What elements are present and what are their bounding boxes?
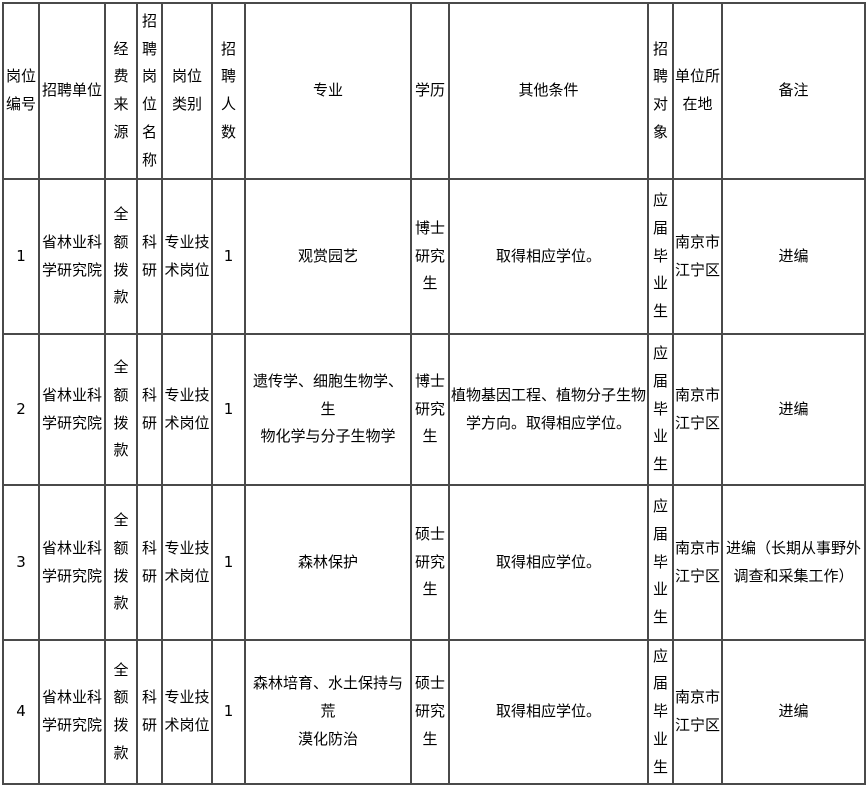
header-funding-source: 经费 来源 [104,2,138,180]
header-post-number: 岗位 编号 [2,2,40,180]
header-recruit-target: 招 聘 对 象 [647,2,674,180]
table-row: 3 省林业科 学研究院 全额 拨款 科 研 专业技 术岗位 1 森林保护 硕士 … [2,484,866,641]
cell-headcount: 1 [211,333,246,486]
cell-post-number: 4 [2,639,40,785]
cell-education: 硕士 研究 生 [410,639,450,785]
table-row: 1 省林业科 学研究院 全额 拨款 科 研 专业技 术岗位 1 观赏园艺 博士 … [2,178,866,335]
cell-funding-source: 全额 拨款 [104,639,138,785]
cell-post-name: 科 研 [136,484,163,641]
cell-headcount: 1 [211,178,246,335]
cell-remarks: 进编 [721,639,866,785]
cell-recruit-target: 应 届 毕 业 生 [647,639,674,785]
cell-major: 森林保护 [244,484,412,641]
cell-recruiting-unit: 省林业科 学研究院 [38,178,106,335]
cell-post-name: 科 研 [136,333,163,486]
header-unit-location: 单位所 在地 [672,2,723,180]
cell-post-number: 2 [2,333,40,486]
cell-other-requirements: 取得相应学位。 [448,639,649,785]
cell-recruiting-unit: 省林业科 学研究院 [38,484,106,641]
cell-post-name: 科 研 [136,639,163,785]
cell-education: 博士 研究 生 [410,178,450,335]
cell-unit-location: 南京市 江宁区 [672,178,723,335]
cell-funding-source: 全额 拨款 [104,333,138,486]
cell-unit-location: 南京市 江宁区 [672,333,723,486]
cell-unit-location: 南京市 江宁区 [672,484,723,641]
header-post-category: 岗位 类别 [161,2,213,180]
cell-headcount: 1 [211,639,246,785]
header-recruiting-unit: 招聘单位 [38,2,106,180]
table-row: 2 省林业科 学研究院 全额 拨款 科 研 专业技 术岗位 1 遗传学、细胞生物… [2,333,866,486]
cell-post-name: 科 研 [136,178,163,335]
cell-recruit-target: 应 届 毕 业 生 [647,333,674,486]
cell-education: 博士 研究 生 [410,333,450,486]
cell-major: 观赏园艺 [244,178,412,335]
cell-funding-source: 全额 拨款 [104,178,138,335]
cell-remarks: 进编 [721,333,866,486]
cell-post-category: 专业技 术岗位 [161,639,213,785]
cell-other-requirements: 植物基因工程、植物分子生物 学方向。取得相应学位。 [448,333,649,486]
cell-recruiting-unit: 省林业科 学研究院 [38,333,106,486]
cell-recruit-target: 应 届 毕 业 生 [647,178,674,335]
cell-funding-source: 全额 拨款 [104,484,138,641]
table-row: 4 省林业科 学研究院 全额 拨款 科 研 专业技 术岗位 1 森林培育、水土保… [2,639,866,785]
cell-unit-location: 南京市 江宁区 [672,639,723,785]
header-other-requirements: 其他条件 [448,2,649,180]
cell-headcount: 1 [211,484,246,641]
cell-major: 森林培育、水土保持与荒 漠化防治 [244,639,412,785]
header-remarks: 备注 [721,2,866,180]
cell-remarks: 进编 [721,178,866,335]
cell-major: 遗传学、细胞生物学、生 物化学与分子生物学 [244,333,412,486]
header-major: 专业 [244,2,412,180]
header-education: 学历 [410,2,450,180]
cell-post-category: 专业技 术岗位 [161,484,213,641]
header-headcount: 招聘 人数 [211,2,246,180]
cell-other-requirements: 取得相应学位。 [448,484,649,641]
table-header-row: 岗位 编号 招聘单位 经费 来源 招 聘 岗 位 名 称 岗位 类别 招聘 人数… [2,2,866,180]
cell-other-requirements: 取得相应学位。 [448,178,649,335]
cell-education: 硕士 研究 生 [410,484,450,641]
cell-post-number: 1 [2,178,40,335]
cell-post-category: 专业技 术岗位 [161,178,213,335]
cell-recruit-target: 应 届 毕 业 生 [647,484,674,641]
cell-remarks: 进编（长期从事野外 调查和采集工作） [721,484,866,641]
header-post-name: 招 聘 岗 位 名 称 [136,2,163,180]
cell-post-category: 专业技 术岗位 [161,333,213,486]
cell-recruiting-unit: 省林业科 学研究院 [38,639,106,785]
cell-post-number: 3 [2,484,40,641]
